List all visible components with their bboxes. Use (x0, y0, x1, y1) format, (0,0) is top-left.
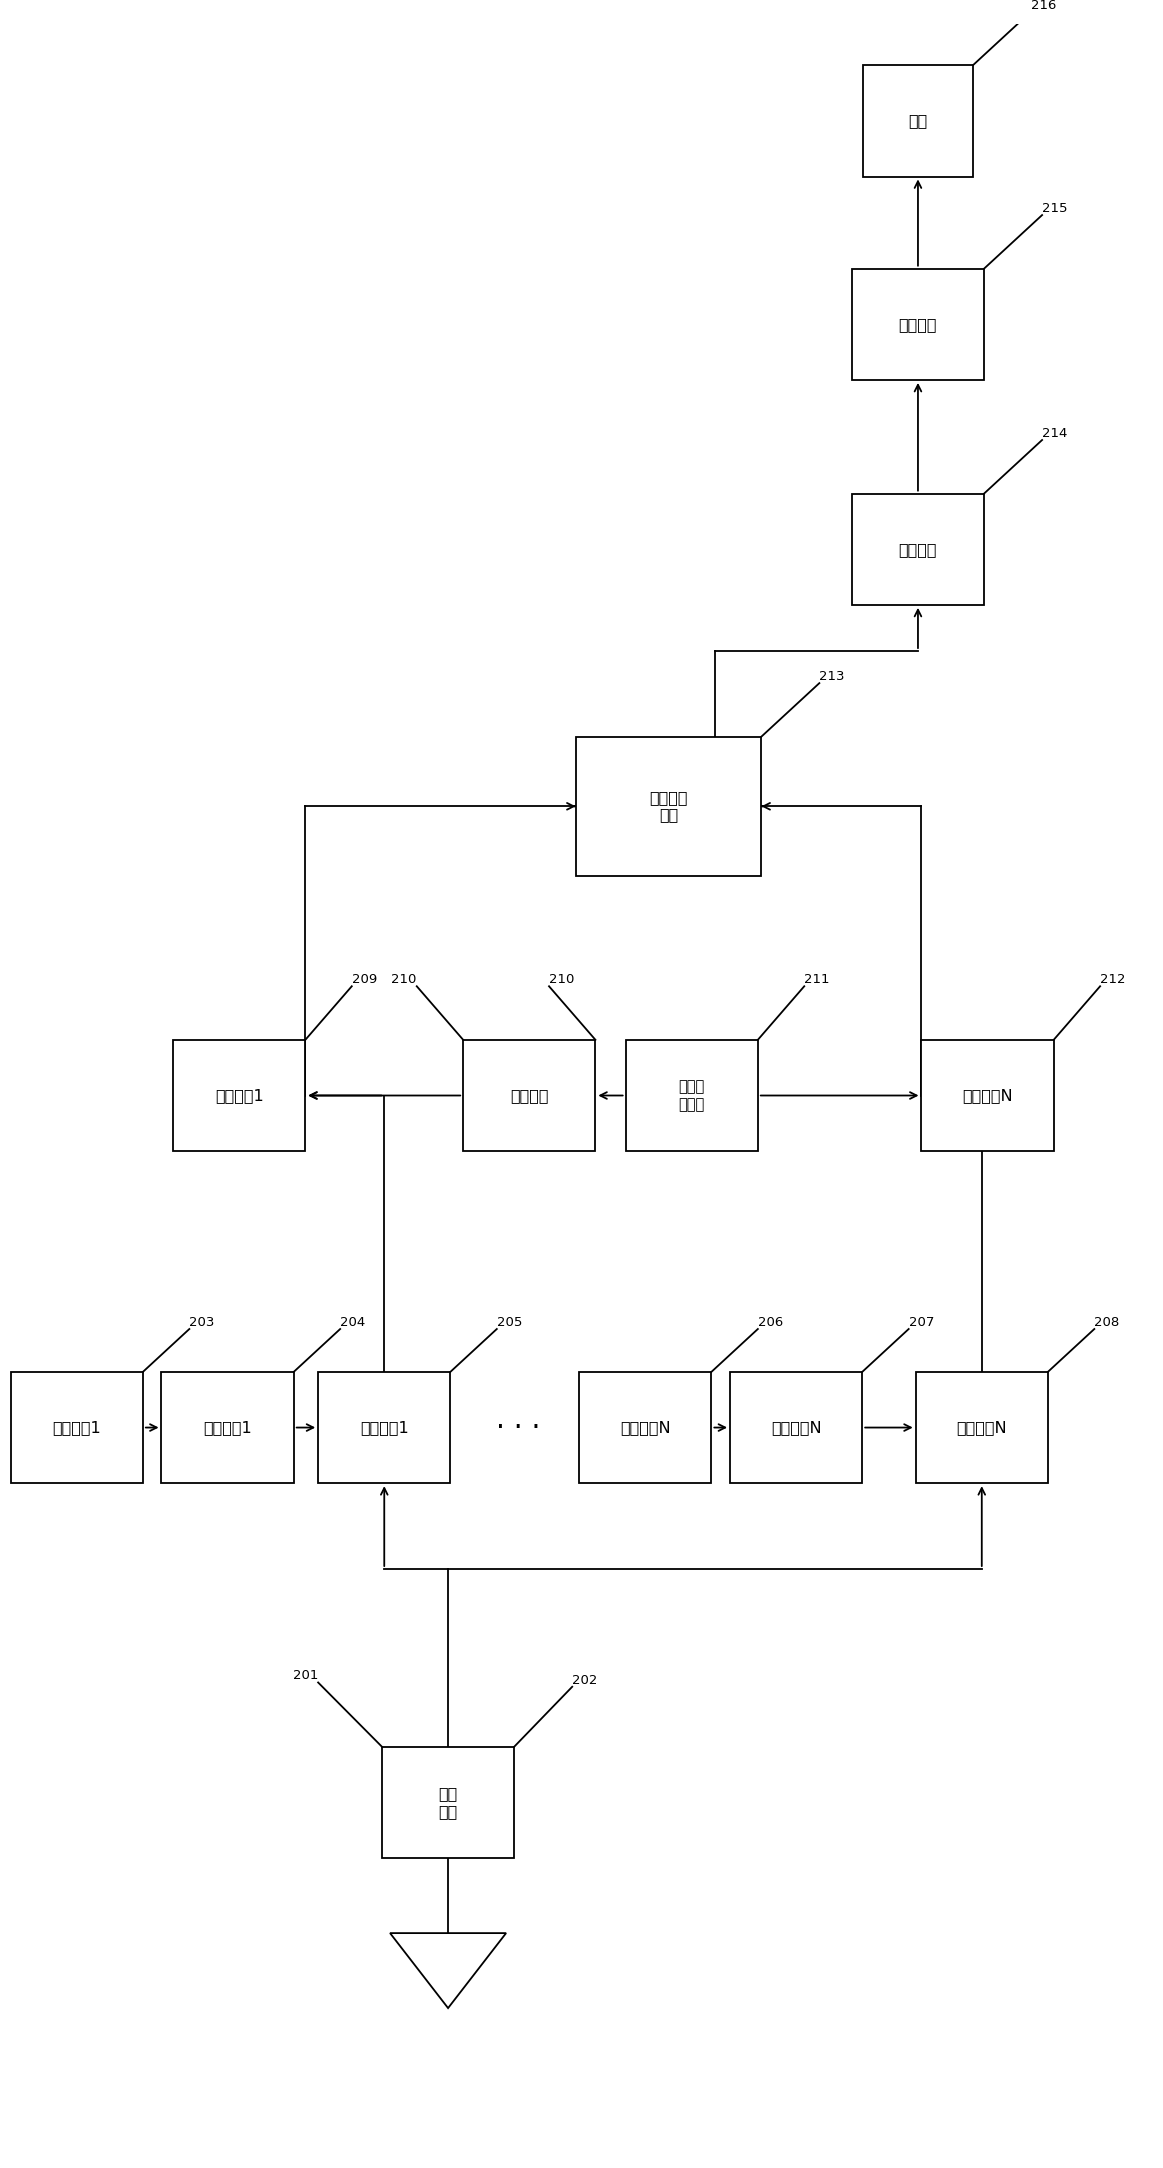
Text: 205: 205 (497, 1316, 522, 1329)
FancyBboxPatch shape (173, 1041, 306, 1151)
FancyBboxPatch shape (463, 1041, 595, 1151)
Text: 214: 214 (1042, 427, 1068, 440)
Text: 215: 215 (1042, 202, 1068, 215)
Text: 209: 209 (351, 973, 377, 986)
FancyBboxPatch shape (915, 1372, 1048, 1483)
Text: 208: 208 (1094, 1316, 1120, 1329)
FancyBboxPatch shape (162, 1372, 294, 1483)
Text: 211: 211 (805, 973, 829, 986)
Polygon shape (390, 1934, 506, 2008)
Text: 202: 202 (572, 1674, 598, 1687)
Text: 212: 212 (1100, 973, 1126, 986)
Text: 210: 210 (549, 973, 575, 986)
FancyBboxPatch shape (381, 1747, 514, 1858)
Text: 特征解调N: 特征解调N (962, 1088, 1013, 1104)
FancyBboxPatch shape (851, 269, 984, 379)
FancyBboxPatch shape (863, 65, 973, 176)
Text: 进制转换: 进制转换 (899, 542, 937, 557)
FancyBboxPatch shape (851, 494, 984, 605)
Text: 频率合成1: 频率合成1 (204, 1420, 252, 1435)
Text: 特征调制: 特征调制 (511, 1088, 549, 1104)
Text: 213: 213 (820, 670, 844, 683)
Text: 207: 207 (908, 1316, 934, 1329)
Text: 跳频序列N: 跳频序列N (620, 1420, 671, 1435)
Text: 216: 216 (1032, 0, 1056, 11)
Text: 检测判决
模块: 检测判决 模块 (649, 789, 687, 822)
Text: 信宿: 信宿 (908, 113, 928, 128)
Text: 跳频序列1: 跳频序列1 (52, 1420, 101, 1435)
Text: 跳频解跳N: 跳频解跳N (956, 1420, 1007, 1435)
FancyBboxPatch shape (10, 1372, 143, 1483)
Text: 射频
前端: 射频 前端 (438, 1786, 458, 1819)
FancyBboxPatch shape (319, 1372, 450, 1483)
Text: · · ·: · · · (495, 1414, 540, 1442)
Text: 伪随机
特征码: 伪随机 特征码 (678, 1080, 705, 1112)
Text: 210: 210 (392, 973, 416, 986)
FancyBboxPatch shape (921, 1041, 1054, 1151)
Text: 特征解调1: 特征解调1 (215, 1088, 264, 1104)
Text: 跳频解调1: 跳频解调1 (359, 1420, 408, 1435)
Text: 信道解码: 信道解码 (899, 317, 937, 332)
Text: 201: 201 (293, 1669, 319, 1682)
FancyBboxPatch shape (576, 737, 762, 876)
FancyBboxPatch shape (579, 1372, 712, 1483)
Text: 206: 206 (758, 1316, 783, 1329)
FancyBboxPatch shape (730, 1372, 862, 1483)
FancyBboxPatch shape (626, 1041, 758, 1151)
Text: 203: 203 (190, 1316, 215, 1329)
Text: 频率合成N: 频率合成N (771, 1420, 821, 1435)
Text: 204: 204 (340, 1316, 365, 1329)
